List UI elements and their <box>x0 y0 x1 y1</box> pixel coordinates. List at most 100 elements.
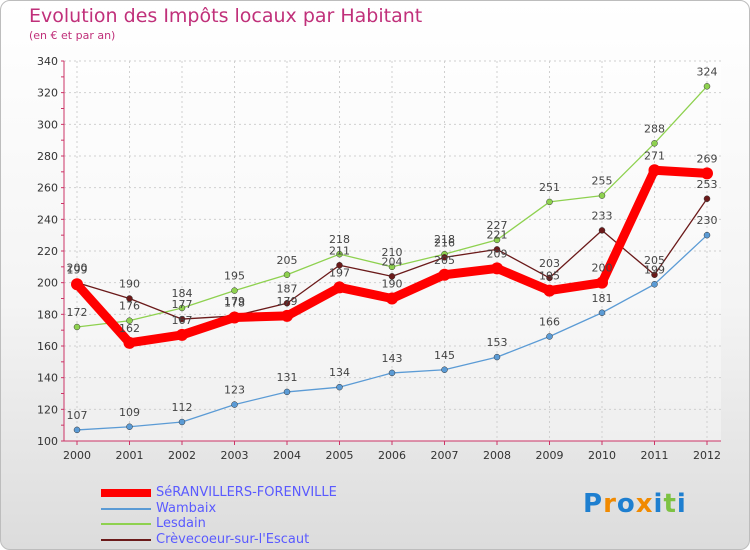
data-point <box>333 281 346 294</box>
chart-title: Evolution des Impôts locaux par Habitant <box>29 5 423 27</box>
data-label: 204 <box>382 255 403 268</box>
data-point <box>126 317 133 324</box>
data-point <box>228 311 241 324</box>
data-point <box>441 366 448 373</box>
data-label: 205 <box>277 254 298 267</box>
data-point <box>336 383 343 391</box>
data-label: 167 <box>172 314 193 327</box>
x-tick-label: 2005 <box>326 449 354 462</box>
y-tick-label: 200 <box>37 277 58 290</box>
data-point <box>651 140 658 147</box>
data-label: 230 <box>697 214 718 227</box>
x-tick-label: 2004 <box>273 449 301 462</box>
data-point <box>336 262 343 269</box>
data-point <box>493 353 501 361</box>
x-tick-label: 2007 <box>431 449 459 462</box>
data-point <box>386 292 398 305</box>
data-label: 199 <box>67 263 88 276</box>
data-point <box>701 167 713 180</box>
data-label: 200 <box>592 262 613 275</box>
x-tick-label: 2002 <box>168 449 196 462</box>
data-point <box>336 250 343 258</box>
data-point <box>491 262 503 275</box>
data-point <box>231 287 238 294</box>
x-tick-label: 2012 <box>693 449 721 462</box>
data-label: 179 <box>277 295 298 308</box>
data-label: 134 <box>329 366 350 379</box>
data-label: 162 <box>119 322 140 335</box>
data-point <box>283 271 291 278</box>
data-label: 218 <box>434 233 455 246</box>
data-label: 184 <box>172 287 193 300</box>
data-point <box>493 236 501 244</box>
x-tick-label: 2006 <box>378 449 406 462</box>
data-point <box>651 281 658 288</box>
y-tick-label: 240 <box>37 213 58 226</box>
chart-subtitle: (en € et par an) <box>29 29 116 42</box>
y-tick-label: 160 <box>37 340 58 353</box>
data-label: 109 <box>119 406 140 419</box>
data-point <box>126 295 133 302</box>
data-label: 107 <box>67 409 88 422</box>
data-label: 269 <box>697 152 718 165</box>
logo-letter: P <box>583 489 604 519</box>
data-point <box>648 164 661 177</box>
data-point <box>73 426 81 434</box>
proxiti-logo: Proxiti <box>583 489 687 519</box>
x-tick-label: 2000 <box>63 449 91 462</box>
data-point <box>178 304 186 312</box>
y-tick-label: 120 <box>37 403 58 416</box>
data-point <box>493 246 501 253</box>
data-point <box>703 231 711 239</box>
data-label: 271 <box>644 149 665 162</box>
data-label: 203 <box>539 257 560 270</box>
legend-label: SéRANVILLERS-FORENVILLE <box>156 485 337 500</box>
data-point <box>441 254 448 261</box>
data-label: 166 <box>539 316 560 329</box>
data-point <box>231 401 238 408</box>
data-point <box>543 284 556 297</box>
data-label: 216 <box>434 236 455 249</box>
data-label: 218 <box>329 233 350 246</box>
data-label: 197 <box>329 266 350 279</box>
legend-swatch <box>101 507 151 510</box>
y-tick-label: 340 <box>37 55 58 68</box>
data-label: 190 <box>119 278 140 291</box>
data-label: 112 <box>172 401 193 414</box>
data-label: 145 <box>434 349 455 362</box>
y-tick-label: 300 <box>37 118 58 131</box>
data-point <box>598 192 606 199</box>
y-tick-label: 280 <box>37 150 58 163</box>
data-label: 153 <box>487 336 508 349</box>
data-label: 187 <box>277 282 298 295</box>
data-point <box>388 273 396 280</box>
data-point <box>703 83 711 90</box>
data-label: 179 <box>224 295 245 308</box>
data-label: 210 <box>382 246 403 259</box>
logo-letter: i <box>676 489 687 519</box>
data-point <box>546 274 553 282</box>
logo-letter: o <box>616 489 636 519</box>
legend-label: Lesdain <box>156 516 206 531</box>
data-label: 143 <box>382 352 403 365</box>
data-label: 251 <box>539 181 560 194</box>
data-label: 209 <box>487 247 508 260</box>
data-label: 199 <box>644 263 665 276</box>
y-tick-label: 320 <box>37 87 58 100</box>
data-point <box>438 268 451 281</box>
data-label: 200 <box>67 262 88 275</box>
data-point <box>598 309 606 316</box>
x-tick-label: 2011 <box>641 449 669 462</box>
data-label: 211 <box>329 244 350 257</box>
legend-label: Wambaix <box>156 500 217 516</box>
y-tick-label: 140 <box>37 372 58 385</box>
logo-letter: r <box>603 489 617 519</box>
data-point <box>176 328 188 341</box>
data-point <box>388 369 396 377</box>
data-point <box>126 423 133 430</box>
logo-letter: t <box>663 489 677 519</box>
data-point <box>178 418 186 426</box>
data-label: 176 <box>119 300 140 313</box>
data-point <box>598 227 606 234</box>
